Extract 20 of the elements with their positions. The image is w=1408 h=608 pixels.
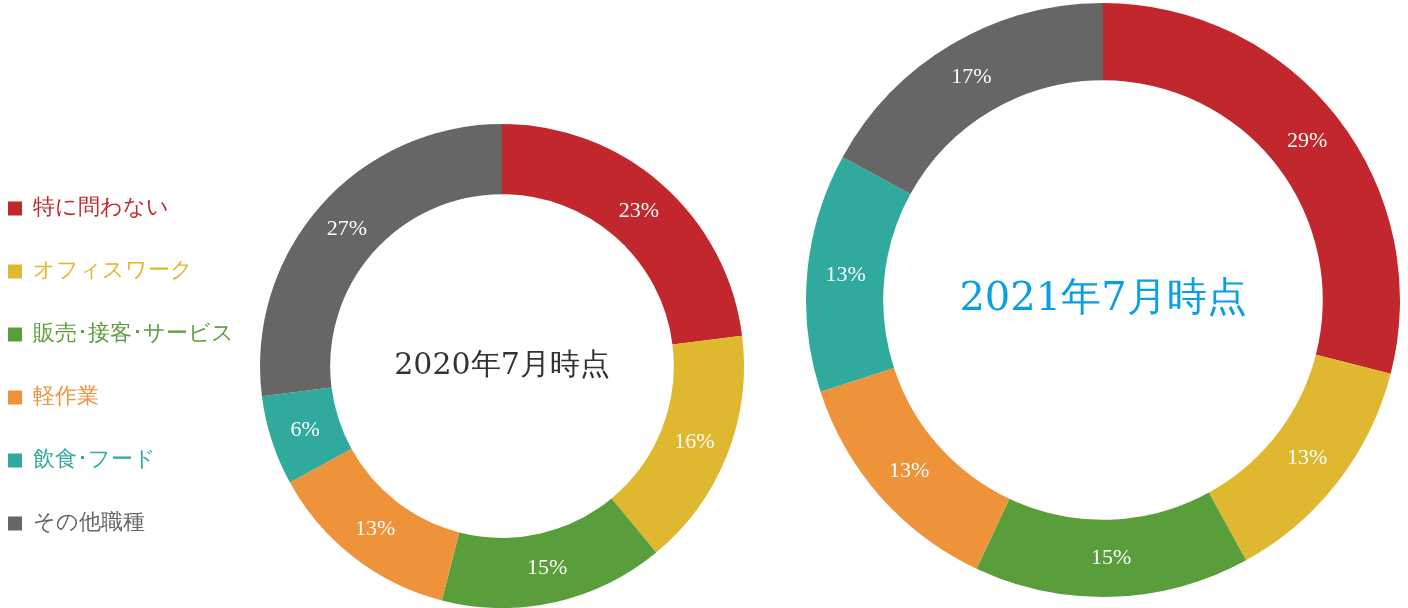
text: 2020年7月時点 [394,345,610,381]
data-label: 17% [951,63,992,89]
data-label: 6% [290,415,320,441]
data-label: 13% [1287,444,1328,470]
legend-label: 販売･接客･サービス [33,320,234,346]
legend-label: オフィスワーク [33,257,193,283]
data-label: 13% [355,515,396,541]
data-label: 23% [618,196,659,222]
data-label: 13% [825,261,866,287]
data-label: 15% [1090,544,1132,570]
data-label: 29% [1287,127,1328,153]
data-label: 16% [674,427,715,453]
legend-label: 特に問わない [33,194,169,220]
text: 2021年7月時点 [959,273,1247,320]
data-label: 27% [326,214,367,240]
legend-label: その他職種 [33,509,145,535]
legend-label: 軽作業 [33,383,99,409]
data-label: 15% [526,553,568,579]
data-label: 13% [889,456,930,482]
legend-label: 飲食･フード [33,446,156,472]
